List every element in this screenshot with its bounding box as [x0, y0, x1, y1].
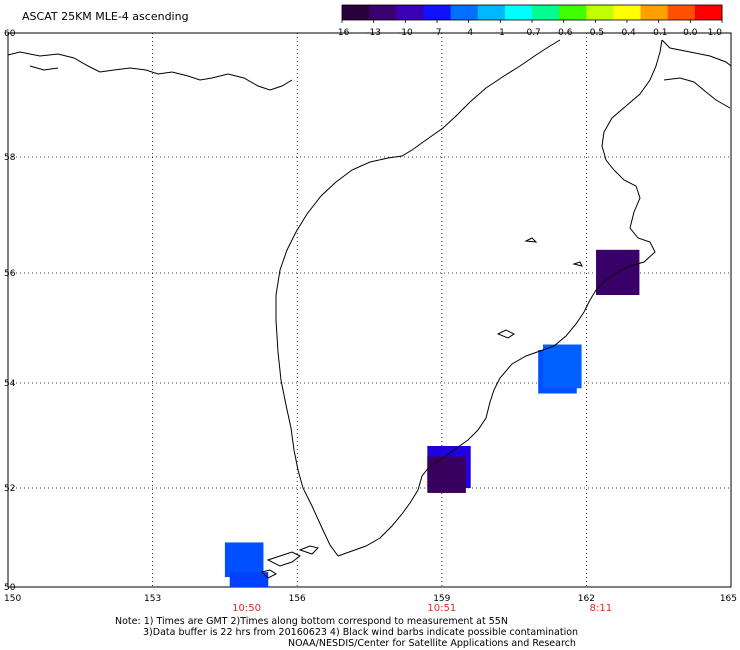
colorbar-segment: [396, 5, 424, 20]
colorbar-segment: [532, 5, 560, 20]
x-tick-label: 162: [578, 594, 595, 604]
y-tick-label: 56: [4, 269, 16, 279]
swath-cell: [427, 456, 466, 493]
colorbar: [341, 4, 723, 21]
y-axis-ticks: 60 58 56 54 52 50: [4, 29, 16, 593]
coastline: [7, 39, 732, 579]
lat-lon-grid: [8, 33, 731, 587]
colorbar-segment: [450, 5, 479, 20]
y-tick-label: 50: [4, 583, 16, 593]
x-tick-label: 165: [720, 594, 737, 604]
colorbar-segment: [477, 5, 506, 20]
colorbar-segment: [369, 5, 397, 20]
y-tick-label: 58: [4, 153, 16, 163]
note-line-3: NOAA/NESDIS/Center for Satellite Applica…: [288, 638, 576, 649]
swath-cell: [224, 542, 264, 578]
pass-times: 10:50 10:51 8:11: [232, 603, 612, 614]
colorbar-segment: [640, 5, 669, 20]
swath-cell: [229, 572, 269, 587]
pass-time-label: 8:11: [590, 603, 612, 614]
x-tick-label: 156: [289, 594, 306, 604]
y-tick-label: 60: [4, 29, 16, 39]
colorbar-segment: [613, 5, 642, 20]
figure-title: ASCAT 25KM MLE-4 ascending: [22, 10, 189, 23]
x-tick-label: 153: [144, 594, 161, 604]
pass-time-label: 10:51: [427, 603, 456, 614]
swath-cells: [224, 249, 640, 587]
colorbar-labels: -16 -13 -10 -7 -4 -1 -0.7 -0.6 -0.5 -0.4 -0.1 0.0 1.…: [335, 20, 723, 38]
note-line-2: 3)Data buffer is 22 hrs from 20160623 4)…: [143, 627, 578, 638]
colorbar-segment: [694, 5, 723, 20]
swath-cell: [543, 344, 582, 389]
colorbar-segment: [423, 5, 452, 20]
colorbar-segment: [667, 5, 696, 20]
map-frame: [7, 32, 732, 588]
x-tick-label: 150: [4, 594, 21, 604]
y-tick-label: 54: [4, 379, 16, 389]
pass-time-label: 10:50: [232, 603, 261, 614]
x-tick-label: 159: [433, 594, 450, 604]
colorbar-segment: [586, 5, 614, 20]
y-tick-label: 52: [4, 484, 15, 494]
colorbar-segment: [342, 5, 370, 20]
colorbar-segment: [504, 5, 533, 20]
colorbar-segment: [559, 5, 587, 20]
x-axis-ticks: 150 153 156 159 162 165: [4, 594, 737, 604]
note-line-1: Note: 1) Times are GMT 2)Times along bot…: [115, 616, 508, 627]
